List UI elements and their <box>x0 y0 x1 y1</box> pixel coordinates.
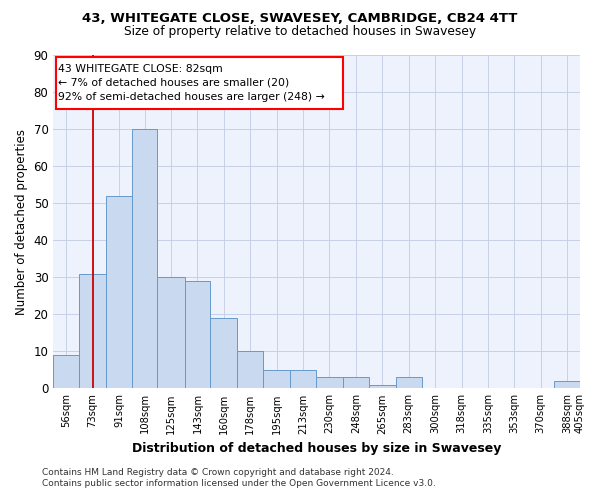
Text: 43 WHITEGATE CLOSE: 82sqm
← 7% of detached houses are smaller (20)
92% of semi-d: 43 WHITEGATE CLOSE: 82sqm ← 7% of detach… <box>58 64 325 102</box>
Bar <box>369 384 396 388</box>
Bar <box>554 381 580 388</box>
Bar <box>316 378 343 388</box>
Bar <box>290 370 316 388</box>
Bar <box>157 278 185 388</box>
Bar <box>53 355 79 388</box>
Bar <box>185 281 210 388</box>
Bar <box>132 129 157 388</box>
Bar <box>106 196 132 388</box>
FancyBboxPatch shape <box>56 57 343 108</box>
Bar <box>343 378 369 388</box>
Text: 43, WHITEGATE CLOSE, SWAVESEY, CAMBRIDGE, CB24 4TT: 43, WHITEGATE CLOSE, SWAVESEY, CAMBRIDGE… <box>82 12 518 26</box>
Bar <box>210 318 238 388</box>
Bar <box>263 370 290 388</box>
Bar <box>396 378 422 388</box>
X-axis label: Distribution of detached houses by size in Swavesey: Distribution of detached houses by size … <box>132 442 502 455</box>
Bar <box>79 274 106 388</box>
Y-axis label: Number of detached properties: Number of detached properties <box>15 128 28 314</box>
Text: Contains HM Land Registry data © Crown copyright and database right 2024.
Contai: Contains HM Land Registry data © Crown c… <box>42 468 436 487</box>
Text: Size of property relative to detached houses in Swavesey: Size of property relative to detached ho… <box>124 25 476 38</box>
Bar <box>238 352 263 389</box>
